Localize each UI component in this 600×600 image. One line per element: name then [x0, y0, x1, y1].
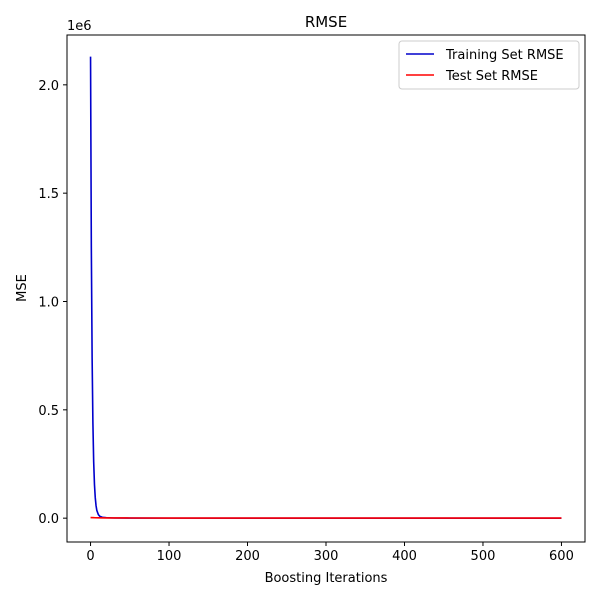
x-tick-label: 200: [235, 549, 260, 564]
series-line-0: [89, 56, 562, 519]
y-tick-label: 2.0: [38, 79, 59, 94]
y-offset-label: 1e6: [67, 19, 92, 34]
legend-entry-1: Test Set RMSE: [445, 69, 538, 84]
x-tick-label: 100: [157, 549, 182, 564]
y-tick-label: 0.5: [38, 404, 59, 419]
y-tick-label: 1.0: [38, 296, 59, 311]
plot-frame: [66, 34, 586, 543]
y-tick-label: 1.5: [38, 187, 59, 202]
y-tick-label: 0.0: [38, 512, 59, 527]
y-axis-label: MSE: [15, 274, 30, 302]
x-tick-label: 600: [549, 549, 574, 564]
legend: Training Set RMSE Test Set RMSE: [398, 40, 580, 90]
x-tick-label: 500: [471, 549, 496, 564]
x-tick-label: 400: [392, 549, 417, 564]
legend-entry-0: Training Set RMSE: [445, 48, 564, 63]
chart-title: RMSE: [305, 13, 347, 31]
series-line-1: [90, 516, 562, 519]
y-axis: 0.0 0.5 1.0 1.5 2.0: [38, 79, 67, 527]
x-axis-label: Boosting Iterations: [265, 571, 388, 586]
x-axis: 0 100 200 300 400 500 600: [86, 542, 574, 564]
plot-lines: [89, 56, 562, 519]
x-tick-label: 0: [86, 549, 94, 564]
x-tick-label: 300: [314, 549, 339, 564]
legend-box: [398, 40, 580, 90]
